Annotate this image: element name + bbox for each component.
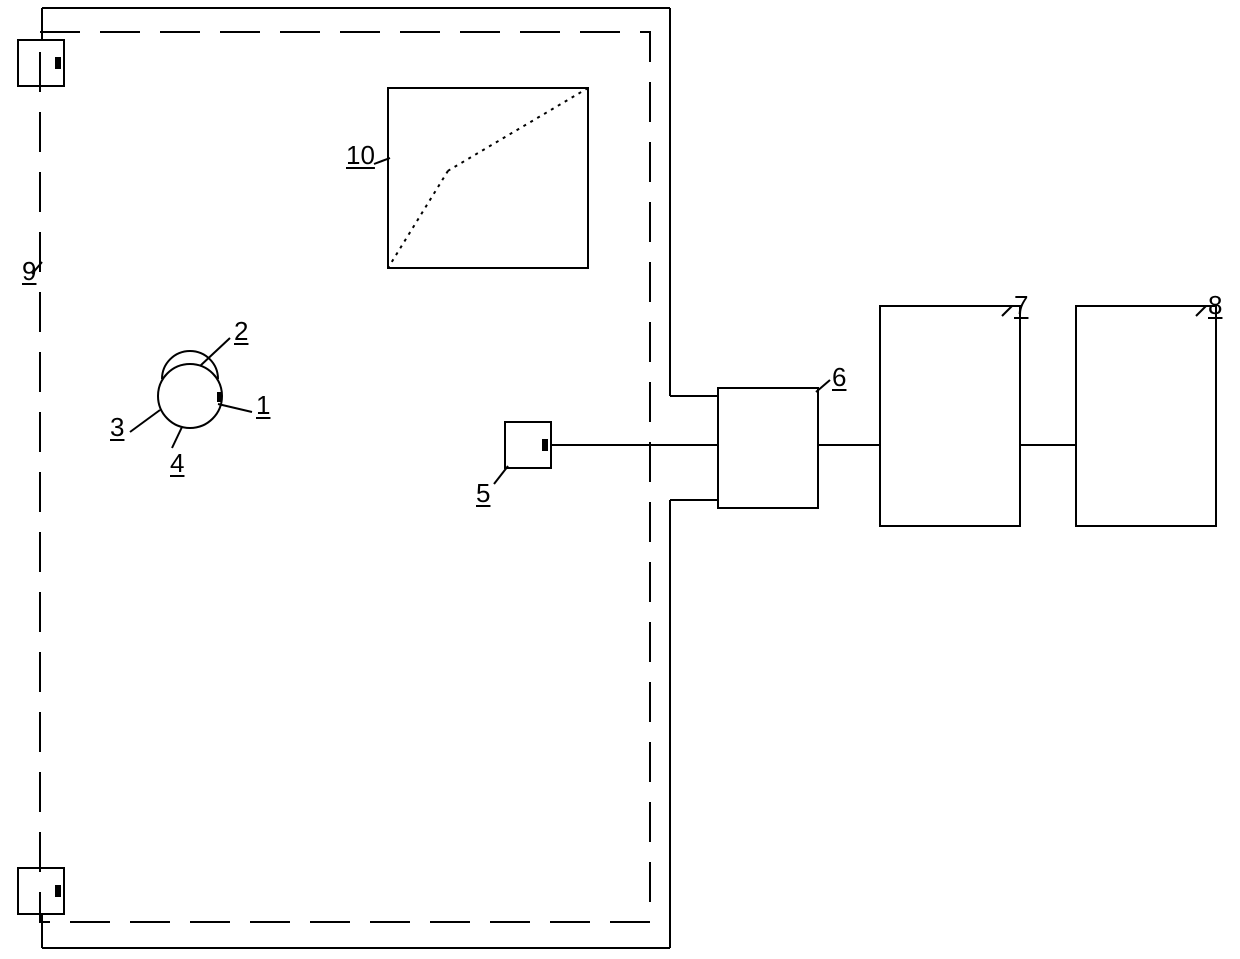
diagram-stage: 1 2 3 4 5 6 7 8 9 10 <box>0 0 1240 959</box>
label-10: 10 <box>346 140 375 171</box>
label-9: 9 <box>22 256 36 287</box>
label-4: 4 <box>170 448 184 479</box>
label-6: 6 <box>832 362 846 393</box>
label-7: 7 <box>1014 290 1028 321</box>
label-3: 3 <box>110 412 124 443</box>
diagram-svg <box>0 0 1240 959</box>
label-1: 1 <box>256 390 270 421</box>
label-8: 8 <box>1208 290 1222 321</box>
label-2: 2 <box>234 316 248 347</box>
label-5: 5 <box>476 478 490 509</box>
